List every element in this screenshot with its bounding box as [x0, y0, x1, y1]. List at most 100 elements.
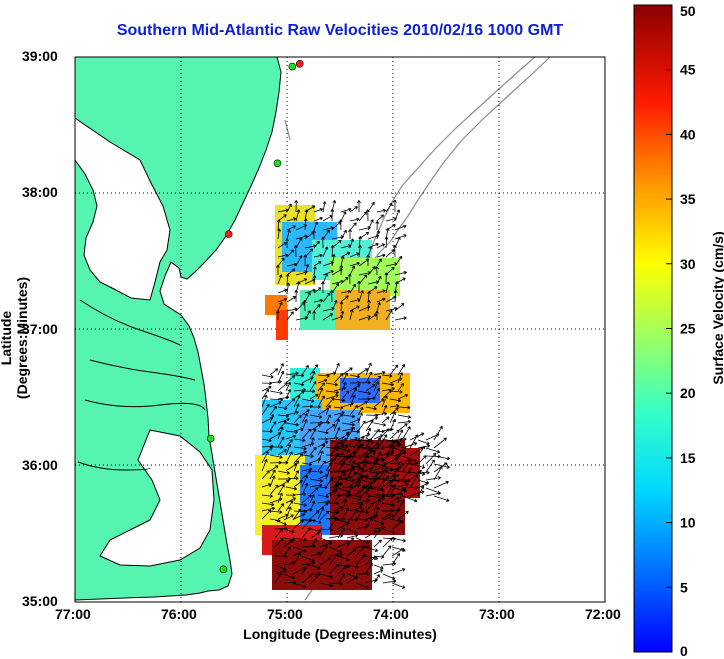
- velocity-arrow: [340, 295, 349, 303]
- y-tick-label: 35:00: [22, 593, 58, 609]
- velocity-arrow: [389, 407, 399, 416]
- velocity-arrow: [309, 446, 317, 456]
- velocity-arrow: [355, 582, 370, 590]
- velocity-arrow: [409, 434, 419, 449]
- velocity-arrow: [277, 274, 283, 285]
- velocity-arrow: [301, 470, 311, 480]
- velocity-arrow: [328, 553, 338, 566]
- velocity-arrow: [301, 462, 312, 467]
- velocity-arrow: [376, 258, 382, 267]
- velocity-arrow: [381, 395, 388, 408]
- velocity-arrow: [364, 517, 373, 530]
- velocity-arrow: [319, 582, 334, 588]
- velocity-arrow: [293, 492, 307, 496]
- velocity-arrow: [277, 426, 284, 440]
- velocity-arrow: [325, 397, 335, 408]
- velocity-arrow: [285, 451, 293, 464]
- velocity-arrow: [346, 533, 359, 539]
- velocity-arrow: [325, 424, 336, 432]
- velocity-arrow: [301, 574, 313, 584]
- velocity-arrow: [293, 438, 306, 443]
- velocity-arrow: [349, 222, 357, 231]
- velocity-arrow: [293, 460, 300, 472]
- velocity-arrow: [275, 310, 280, 321]
- velocity-arrow: [373, 451, 382, 464]
- velocity-arrow: [293, 513, 306, 520]
- velocity-arrow: [389, 398, 402, 403]
- velocity-arrow: [292, 537, 307, 542]
- velocity-arrow: [269, 421, 277, 432]
- velocity-arrow: [397, 510, 409, 520]
- velocity-arrow: [286, 282, 291, 294]
- velocity-arrow: [293, 502, 307, 507]
- velocity-arrow: [389, 429, 400, 440]
- velocity-arrow: [301, 527, 311, 539]
- velocity-arrow: [375, 220, 380, 231]
- velocity-arrow: [329, 439, 344, 446]
- velocity-arrow: [346, 548, 357, 557]
- velocity-arrow: [389, 404, 400, 408]
- velocity-arrow: [373, 442, 380, 456]
- velocity-arrow: [294, 200, 299, 213]
- velocity-arrow: [322, 246, 329, 258]
- velocity-arrow: [385, 309, 393, 321]
- velocity-arrow: [285, 444, 292, 456]
- y-tick-label: 38:00: [22, 184, 58, 201]
- velocity-arrow: [433, 480, 449, 489]
- velocity-arrow: [397, 364, 406, 376]
- velocity-arrow: [277, 420, 287, 432]
- velocity-arrow: [292, 552, 301, 566]
- chart-title: Southern Mid-Atlantic Raw Velocities 201…: [116, 22, 564, 39]
- velocity-arrow: [310, 531, 320, 539]
- velocity-arrow: [322, 270, 334, 276]
- velocity-arrow: [285, 476, 299, 481]
- velocity-arrow: [377, 428, 390, 441]
- velocity-arrow: [417, 482, 429, 489]
- velocity-arrow: [373, 519, 385, 525]
- velocity-arrow: [339, 264, 344, 276]
- velocity-arrow: [329, 469, 344, 474]
- velocity-arrow: [277, 228, 282, 240]
- velocity-arrow: [325, 436, 339, 441]
- velocity-arrow: [325, 446, 340, 451]
- velocity-arrow: [377, 451, 394, 457]
- velocity-arrow: [269, 469, 276, 480]
- velocity-arrow: [361, 453, 369, 465]
- velocity-arrow: [292, 508, 302, 521]
- velocity-arrow: [261, 509, 272, 520]
- velocity-arrow: [277, 417, 290, 424]
- velocity-arrow: [397, 393, 409, 400]
- velocity-arrow: [364, 530, 377, 539]
- velocity-arrow: [285, 238, 290, 249]
- velocity-arrow: [283, 539, 293, 548]
- velocity-arrow: [355, 545, 366, 557]
- velocity-arrow: [261, 374, 274, 379]
- velocity-arrow: [285, 500, 294, 512]
- velocity-arrow: [285, 463, 298, 472]
- colorbar-tick-label: 20: [680, 385, 696, 401]
- colorbar-tick-label: 10: [680, 515, 696, 531]
- velocity-arrow: [261, 447, 273, 456]
- velocity-arrow: [313, 253, 323, 258]
- velocity-arrow: [293, 403, 300, 416]
- velocity-arrow: [357, 380, 371, 385]
- velocity-arrow: [389, 364, 399, 376]
- velocity-arrow: [357, 406, 364, 416]
- velocity-arrow: [261, 451, 269, 464]
- velocity-arrow: [401, 426, 411, 441]
- velocity-arrow: [319, 544, 328, 557]
- velocity-arrow: [317, 443, 325, 456]
- velocity-arrow: [301, 494, 312, 504]
- velocity-arrow: [322, 201, 327, 213]
- velocity-arrow: [339, 301, 344, 312]
- velocity-arrow: [319, 541, 333, 548]
- velocity-arrow: [277, 363, 284, 376]
- velocity-arrow: [358, 290, 364, 303]
- velocity-arrow: [376, 214, 384, 222]
- velocity-arrow: [341, 390, 350, 400]
- hf-radar-stations: [206, 60, 304, 574]
- velocity-arrow: [373, 411, 388, 416]
- velocity-arrow: [317, 460, 326, 472]
- velocity-arrow: [293, 390, 305, 400]
- velocity-arrow: [274, 528, 284, 539]
